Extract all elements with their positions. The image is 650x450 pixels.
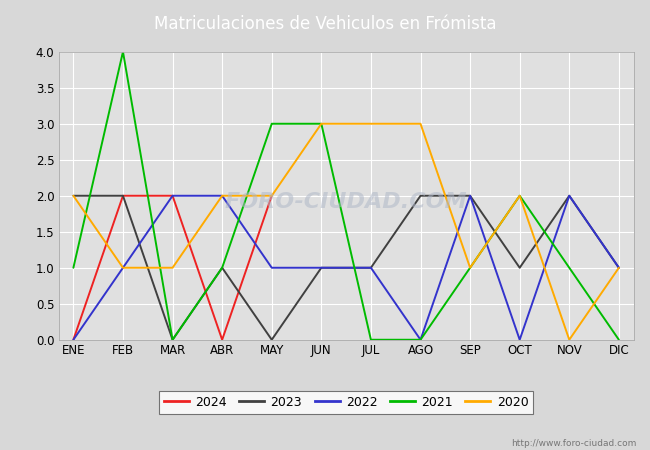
Text: Matriculaciones de Vehiculos en Frómista: Matriculaciones de Vehiculos en Frómista [154,14,496,33]
Text: FORO-CIUDAD.COM: FORO-CIUDAD.COM [225,192,467,211]
Text: http://www.foro-ciudad.com: http://www.foro-ciudad.com [512,439,637,448]
Legend: 2024, 2023, 2022, 2021, 2020: 2024, 2023, 2022, 2021, 2020 [159,391,534,414]
